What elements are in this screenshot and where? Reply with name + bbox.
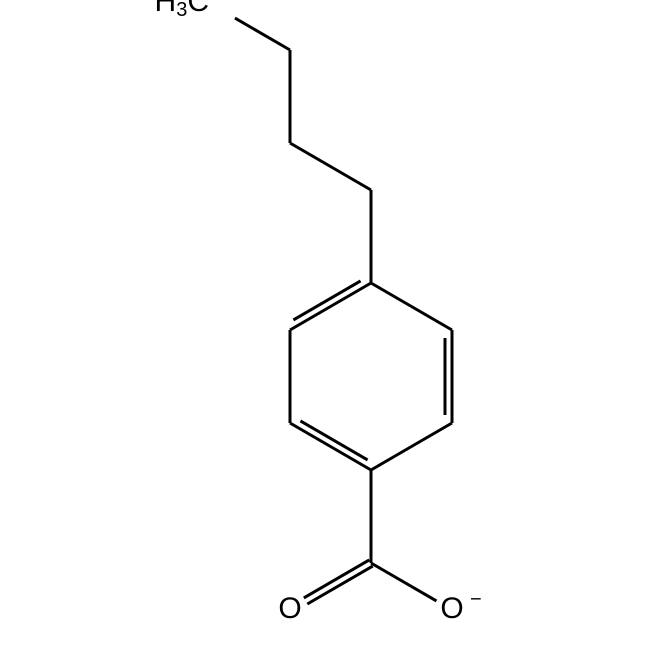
bond-line (290, 423, 371, 470)
bond-line (371, 283, 452, 330)
atom-label-o_dbl: O (278, 592, 301, 625)
bond-line (371, 423, 452, 470)
bond-line (290, 283, 371, 330)
bond-line (371, 563, 436, 601)
bond-line (304, 560, 369, 598)
atom-label-c_methyl: H3C (155, 0, 209, 21)
charge-o_neg: − (470, 588, 482, 610)
bond-line (235, 18, 290, 50)
bond-line (290, 143, 371, 190)
atom-label-o_neg: O (440, 592, 463, 625)
molecule-diagram: H3COO− (0, 0, 650, 650)
bond-line (293, 281, 360, 320)
bond-line (307, 566, 372, 604)
bond-line (300, 421, 367, 460)
